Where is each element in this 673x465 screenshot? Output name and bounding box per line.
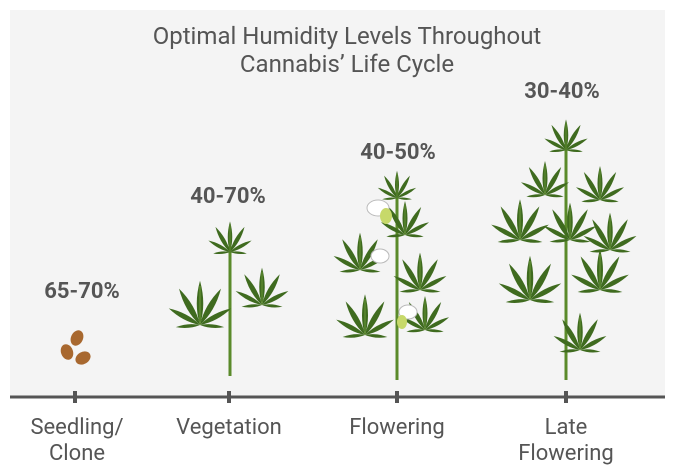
title-line: Cannabis’ Life Cycle bbox=[240, 50, 454, 78]
title-line: Optimal Humidity Levels Throughout bbox=[153, 22, 542, 50]
tick bbox=[73, 391, 77, 403]
tick bbox=[395, 391, 399, 403]
stage-label: Flowering bbox=[349, 415, 445, 440]
stage-label: Flowering bbox=[518, 441, 614, 465]
tick bbox=[564, 391, 568, 403]
humidity-range: 65-70% bbox=[44, 279, 119, 304]
humidity-range: 40-50% bbox=[360, 140, 435, 165]
stage-label: Vegetation bbox=[176, 415, 282, 440]
infographic: Optimal Humidity Levels Throughout Canna… bbox=[0, 0, 673, 465]
stage-label: Clone bbox=[49, 441, 105, 465]
stage-label: Seedling/ bbox=[30, 415, 123, 440]
humidity-range: 30-40% bbox=[524, 79, 599, 104]
stage-label: Late bbox=[545, 415, 588, 440]
humidity-range: 40-70% bbox=[190, 184, 265, 209]
tick bbox=[227, 391, 231, 403]
